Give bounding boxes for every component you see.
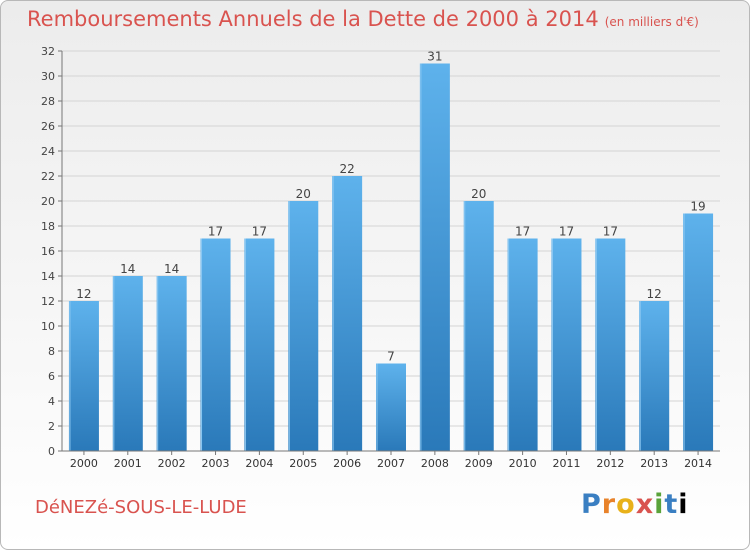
- bar: [419, 63, 450, 451]
- y-tick-label: 4: [48, 395, 55, 408]
- x-tick-label: 2003: [202, 457, 230, 470]
- x-tick-label: 2007: [377, 457, 405, 470]
- x-tick-label: 2010: [509, 457, 537, 470]
- bars: 12 14 14 17 17 20 22 7 31 20 17 17 17 12 19: [68, 50, 714, 451]
- y-tick-label: 2: [48, 420, 55, 433]
- bar-value-label: 17: [559, 225, 574, 239]
- y-tick-label: 16: [41, 245, 55, 258]
- bar: [68, 301, 99, 451]
- x-tick-label: 2013: [640, 457, 668, 470]
- y-tick-label: 0: [48, 445, 55, 458]
- bar-value-label: 14: [120, 262, 135, 276]
- y-tick-label: 8: [48, 345, 55, 358]
- bar: [332, 176, 363, 451]
- bar-value-label: 17: [252, 225, 267, 239]
- bar: [156, 276, 187, 451]
- x-tick-label: 2000: [70, 457, 98, 470]
- logo-letter-i2: i: [678, 489, 689, 520]
- logo-letter-x: x: [635, 489, 655, 520]
- x-tick-label: 2009: [465, 457, 493, 470]
- y-tick-label: 30: [41, 70, 55, 83]
- logo-letter-p: P: [581, 489, 602, 520]
- bar-value-label: 7: [387, 350, 395, 364]
- y-tick-label: 24: [41, 145, 55, 158]
- x-tick-label: 2005: [289, 457, 317, 470]
- bar-value-label: 20: [471, 187, 486, 201]
- chart-subtitle: (en milliers d'€): [604, 15, 699, 29]
- bar-value-label: 17: [515, 225, 530, 239]
- bar-value-label: 22: [339, 162, 354, 176]
- bar-value-label: 12: [76, 287, 91, 301]
- proxiti-logo: Proxiti: [581, 489, 689, 520]
- logo-letter-r: r: [601, 489, 617, 520]
- y-tick-label: 22: [41, 170, 55, 183]
- bar: [244, 238, 275, 451]
- logo-letter-i: i: [654, 489, 665, 520]
- bar-value-label: 19: [690, 200, 705, 214]
- x-tick-label: 2012: [596, 457, 624, 470]
- bar: [112, 276, 143, 451]
- y-tick-label: 26: [41, 120, 55, 133]
- y-tick-label: 18: [41, 220, 55, 233]
- x-tick-label: 2004: [245, 457, 273, 470]
- bar: [551, 238, 582, 451]
- x-tick-label: 2014: [684, 457, 712, 470]
- bar-value-label: 12: [647, 287, 662, 301]
- bar: [639, 301, 670, 451]
- bar-value-label: 17: [208, 225, 223, 239]
- y-tick-label: 10: [41, 320, 55, 333]
- logo-letter-t: t: [664, 489, 679, 520]
- x-tick-label: 2006: [333, 457, 361, 470]
- bar: [507, 238, 538, 451]
- x-tick-label: 2011: [552, 457, 580, 470]
- bar-value-label: 20: [296, 187, 311, 201]
- y-tick-label: 12: [41, 295, 55, 308]
- y-tick-label: 32: [41, 45, 55, 58]
- y-tick-label: 28: [41, 95, 55, 108]
- logo-letter-o: o: [616, 489, 636, 520]
- bar: [376, 363, 406, 451]
- bar: [200, 238, 231, 451]
- x-tick-label: 2001: [114, 457, 142, 470]
- bar: [463, 201, 494, 451]
- chart-title: Remboursements Annuels de la Dette de 20…: [27, 7, 699, 31]
- bar: [595, 238, 626, 451]
- commune-name: DéNEZé-SOUS-LE-LUDE: [35, 497, 247, 518]
- bar-value-label: 14: [164, 262, 179, 276]
- bar-value-label: 17: [603, 225, 618, 239]
- bar-value-label: 31: [427, 50, 442, 64]
- x-tick-label: 2002: [158, 457, 186, 470]
- x-tick-label: 2008: [421, 457, 449, 470]
- bar: [288, 201, 319, 451]
- bar: [683, 213, 714, 451]
- y-tick-label: 20: [41, 195, 55, 208]
- chart-title-text: Remboursements Annuels de la Dette de 20…: [27, 7, 599, 31]
- y-tick-label: 14: [41, 270, 55, 283]
- y-tick-label: 6: [48, 370, 55, 383]
